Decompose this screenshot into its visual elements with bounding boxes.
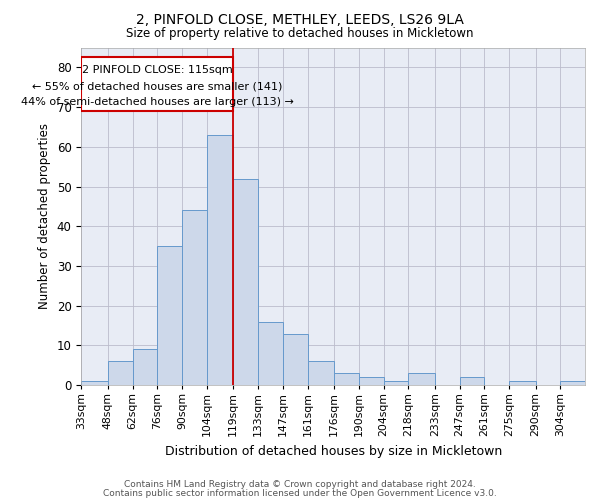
Text: Contains public sector information licensed under the Open Government Licence v3: Contains public sector information licen… [103,488,497,498]
Text: ← 55% of detached houses are smaller (141): ← 55% of detached houses are smaller (14… [32,82,283,92]
Text: 44% of semi-detached houses are larger (113) →: 44% of semi-detached houses are larger (… [21,96,294,106]
Bar [157,246,182,385]
Text: 2 PINFOLD CLOSE: 115sqm: 2 PINFOLD CLOSE: 115sqm [82,64,233,74]
Bar [509,381,536,385]
Bar [334,374,359,385]
Bar [182,210,207,385]
Bar [560,381,585,385]
Text: Size of property relative to detached houses in Mickletown: Size of property relative to detached ho… [126,28,474,40]
Bar [207,135,233,385]
Bar [383,381,408,385]
Bar [359,378,383,385]
Y-axis label: Number of detached properties: Number of detached properties [38,124,51,310]
Text: 2, PINFOLD CLOSE, METHLEY, LEEDS, LS26 9LA: 2, PINFOLD CLOSE, METHLEY, LEEDS, LS26 9… [136,12,464,26]
Bar [81,381,108,385]
Bar [283,334,308,385]
Bar [133,350,157,385]
Bar [460,378,484,385]
Bar [81,58,233,111]
Bar [408,374,435,385]
Bar [233,178,258,385]
Bar [108,362,133,385]
Text: Contains HM Land Registry data © Crown copyright and database right 2024.: Contains HM Land Registry data © Crown c… [124,480,476,489]
X-axis label: Distribution of detached houses by size in Mickletown: Distribution of detached houses by size … [164,444,502,458]
Bar [258,322,283,385]
Bar [308,362,334,385]
